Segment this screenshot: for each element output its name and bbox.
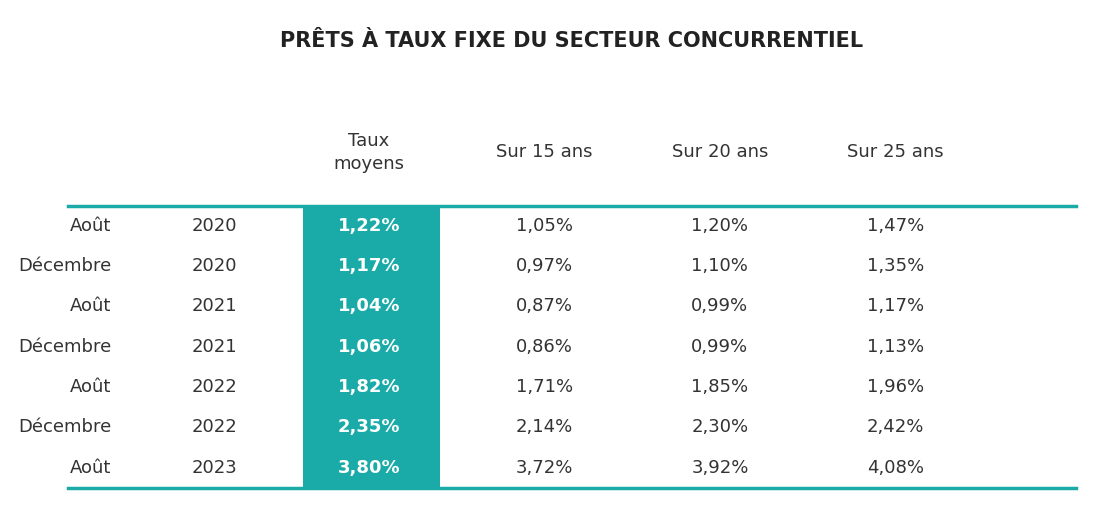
Text: Août: Août bbox=[71, 297, 112, 315]
Text: Décembre: Décembre bbox=[18, 338, 112, 356]
Text: Sur 15 ans: Sur 15 ans bbox=[496, 143, 592, 162]
Text: 1,22%: 1,22% bbox=[338, 217, 400, 235]
Text: 1,06%: 1,06% bbox=[338, 338, 400, 356]
Text: 2,42%: 2,42% bbox=[867, 418, 924, 436]
Text: 1,47%: 1,47% bbox=[867, 217, 924, 235]
FancyBboxPatch shape bbox=[304, 206, 440, 488]
Text: 4,08%: 4,08% bbox=[867, 459, 924, 477]
Text: 3,72%: 3,72% bbox=[516, 459, 573, 477]
Text: 2,30%: 2,30% bbox=[691, 418, 748, 436]
Text: 0,99%: 0,99% bbox=[691, 338, 748, 356]
Text: 2022: 2022 bbox=[192, 418, 237, 436]
Text: Décembre: Décembre bbox=[18, 257, 112, 275]
Text: 1,96%: 1,96% bbox=[867, 378, 924, 396]
Text: 1,20%: 1,20% bbox=[691, 217, 748, 235]
Text: 0,99%: 0,99% bbox=[691, 297, 748, 315]
Text: 2021: 2021 bbox=[192, 338, 237, 356]
Text: Août: Août bbox=[71, 378, 112, 396]
Text: 0,86%: 0,86% bbox=[516, 338, 573, 356]
Text: 2,35%: 2,35% bbox=[338, 418, 400, 436]
Text: 1,17%: 1,17% bbox=[338, 257, 400, 275]
Text: Août: Août bbox=[71, 217, 112, 235]
Text: 0,97%: 0,97% bbox=[516, 257, 573, 275]
Text: 1,10%: 1,10% bbox=[691, 257, 748, 275]
Text: 1,35%: 1,35% bbox=[867, 257, 924, 275]
Text: 1,82%: 1,82% bbox=[338, 378, 401, 396]
Text: 3,80%: 3,80% bbox=[338, 459, 401, 477]
Text: Décembre: Décembre bbox=[18, 418, 112, 436]
Text: 0,87%: 0,87% bbox=[516, 297, 573, 315]
Text: 2021: 2021 bbox=[192, 297, 237, 315]
Text: 2023: 2023 bbox=[192, 459, 237, 477]
Text: 3,92%: 3,92% bbox=[691, 459, 748, 477]
Text: Taux
moyens: Taux moyens bbox=[334, 132, 404, 173]
Text: 2022: 2022 bbox=[192, 378, 237, 396]
Text: 1,17%: 1,17% bbox=[867, 297, 924, 315]
Text: 2020: 2020 bbox=[192, 257, 237, 275]
Text: 1,05%: 1,05% bbox=[516, 217, 573, 235]
Text: 1,13%: 1,13% bbox=[867, 338, 924, 356]
Text: 2,14%: 2,14% bbox=[516, 418, 573, 436]
Text: PRÊTS À TAUX FIXE DU SECTEUR CONCURRENTIEL: PRÊTS À TAUX FIXE DU SECTEUR CONCURRENTI… bbox=[280, 30, 864, 51]
Text: 1,85%: 1,85% bbox=[691, 378, 748, 396]
Text: Août: Août bbox=[71, 459, 112, 477]
Text: 1,04%: 1,04% bbox=[338, 297, 400, 315]
Text: Sur 25 ans: Sur 25 ans bbox=[847, 143, 943, 162]
Text: 2020: 2020 bbox=[192, 217, 237, 235]
Text: 1,71%: 1,71% bbox=[516, 378, 573, 396]
Text: Sur 20 ans: Sur 20 ans bbox=[672, 143, 768, 162]
